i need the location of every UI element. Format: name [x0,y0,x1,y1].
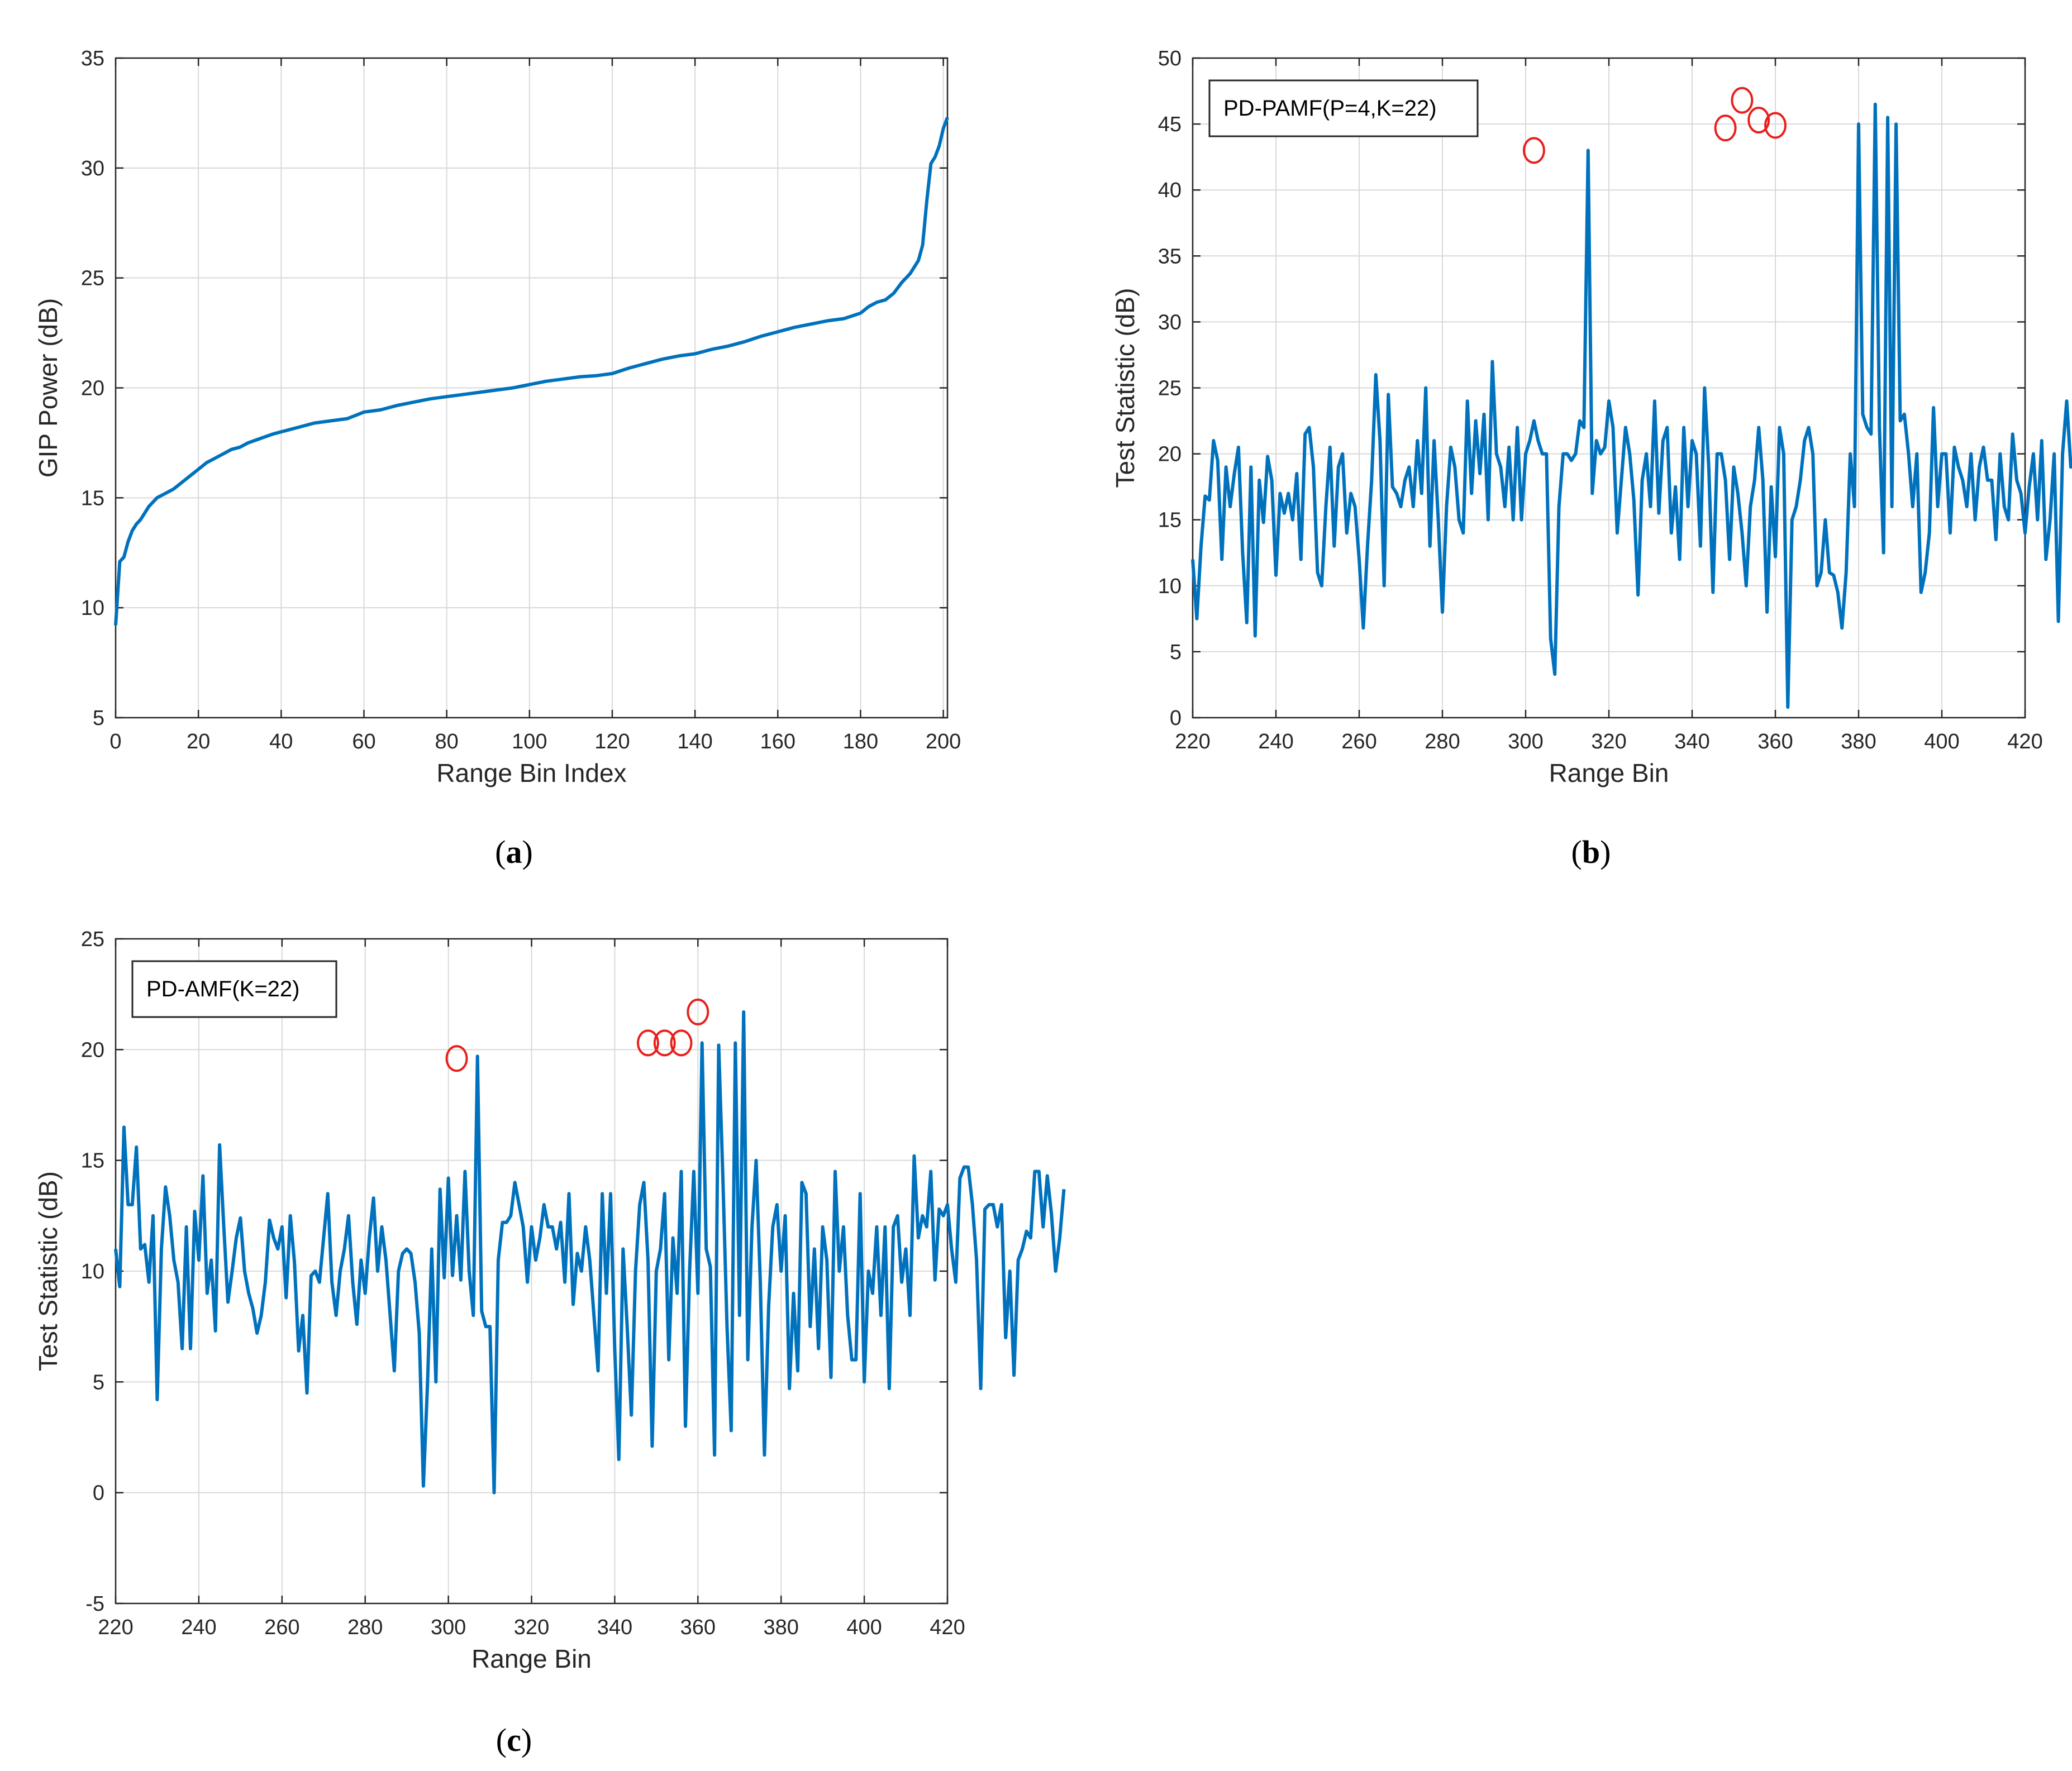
y-tick-label: 10 [81,1260,104,1283]
legend-label: PD-AMF(K=22) [146,977,300,1001]
x-tick-label: 400 [846,1616,882,1639]
caption-letter: a [506,834,522,870]
caption-close-paren: ) [521,1722,532,1758]
figure-caption: (a) [495,834,533,870]
y-tick-label: 25 [81,267,104,290]
x-tick-label: 420 [2007,730,2042,753]
y-axis-label: GIP Power (dB) [34,298,63,478]
chart-a-gip-power: 0 20 40 60 80 100 120 140 160 180 200 5 10 15 20 25 30 35… [34,47,961,870]
x-tick-label: 20 [187,730,210,753]
x-tick-label: 340 [597,1616,632,1639]
caption-close-paren: ) [1600,834,1611,870]
figure-caption: (c) [496,1722,532,1758]
y-axis-label: Test Statistic (dB) [34,1171,63,1371]
x-tick-label: 420 [930,1616,965,1639]
y-tick-label: 5 [93,707,104,730]
peak-marker [445,1045,468,1072]
x-tick-label: 200 [926,730,961,753]
y-tick-label: 15 [1158,509,1182,532]
x-tick-label: 100 [512,730,547,753]
x-tick-label: 60 [352,730,375,753]
y-tick-label: 15 [81,486,104,510]
y-tick-label: 40 [1158,179,1182,202]
peak-marker [653,1029,676,1057]
y-tick-label: 25 [81,928,104,951]
y-tick-label: 5 [1170,641,1182,664]
x-tick-label: 360 [680,1616,716,1639]
peak-marker [1714,114,1737,142]
y-tick-label: 10 [81,596,104,620]
caption-open-paren: ( [495,834,506,870]
x-tick-label: 80 [435,730,458,753]
y-tick-label: 30 [81,157,104,180]
y-tick-label: 5 [93,1371,104,1394]
x-tick-label: 140 [677,730,712,753]
y-tick-label: 45 [1158,113,1182,136]
y-tick-label: 30 [1158,311,1182,334]
x-tick-label: 380 [763,1616,798,1639]
x-tick-label: 120 [594,730,630,753]
x-tick-label: 240 [1258,730,1293,753]
peak-marker [687,998,709,1025]
peak-marker [1747,107,1770,134]
y-tick-label: 0 [93,1482,104,1505]
chart-b-pd-pamf: 220 240 260 280 300 320 340 360 380 400 420 0 5 10 15 2… [1111,47,2072,870]
x-tick-label: 220 [98,1616,133,1639]
series-line [114,1010,1066,1495]
peak-marker [670,1029,693,1057]
peak-marker [1764,112,1787,139]
y-tick-label: 15 [81,1149,104,1173]
x-tick-label: 400 [1924,730,1959,753]
y-tick-label: -5 [85,1592,104,1616]
y-tick-label: 35 [1158,245,1182,268]
caption-open-paren: ( [1571,834,1582,870]
x-tick-label: 280 [347,1616,383,1639]
y-tick-label: 20 [1158,443,1182,466]
x-tick-label: 260 [264,1616,299,1639]
x-tick-label: 220 [1175,730,1210,753]
y-tick-label: 20 [81,377,104,400]
chart-c-pd-amf: 220 240 260 280 300 320 340 360 380 400 420 -5 0 5 10 1… [34,928,1066,1758]
x-tick-label: 160 [760,730,796,753]
x-tick-label: 340 [1674,730,1709,753]
caption-close-paren: ) [522,834,533,870]
figure-caption: (b) [1571,834,1611,870]
peak-marker [636,1029,659,1057]
y-tick-label: 25 [1158,377,1182,400]
y-tick-label: 0 [1170,707,1182,730]
x-axis-label: Range Bin [471,1644,592,1673]
series-line [1191,102,2072,709]
peak-marker [1522,137,1545,164]
y-tick-label: 50 [1158,47,1182,70]
x-tick-label: 300 [431,1616,466,1639]
x-tick-label: 0 [109,730,121,753]
y-tick-label: 20 [81,1038,104,1062]
x-tick-label: 320 [514,1616,549,1639]
legend-label: PD-PAMF(P=4,K=22) [1223,96,1437,121]
x-tick-label: 240 [181,1616,216,1639]
x-tick-label: 360 [1757,730,1793,753]
legend-box [1208,79,1479,137]
x-tick-label: 320 [1591,730,1626,753]
x-axis-label: Range Bin Index [436,758,626,787]
series-line [114,117,949,626]
y-axis-label: Test Statistic (dB) [1111,288,1140,488]
x-tick-label: 180 [843,730,878,753]
caption-letter: c [507,1722,521,1758]
peak-marker [1731,87,1754,114]
y-tick-label: 35 [81,47,104,70]
caption-open-paren: ( [496,1722,507,1758]
y-tick-label: 10 [1158,575,1182,598]
x-tick-label: 280 [1425,730,1460,753]
caption-letter: b [1582,834,1600,870]
x-tick-label: 300 [1508,730,1543,753]
x-tick-label: 380 [1841,730,1876,753]
x-tick-label: 260 [1341,730,1376,753]
x-axis-label: Range Bin [1549,758,1669,787]
x-tick-label: 40 [269,730,293,753]
legend-box [131,960,337,1018]
